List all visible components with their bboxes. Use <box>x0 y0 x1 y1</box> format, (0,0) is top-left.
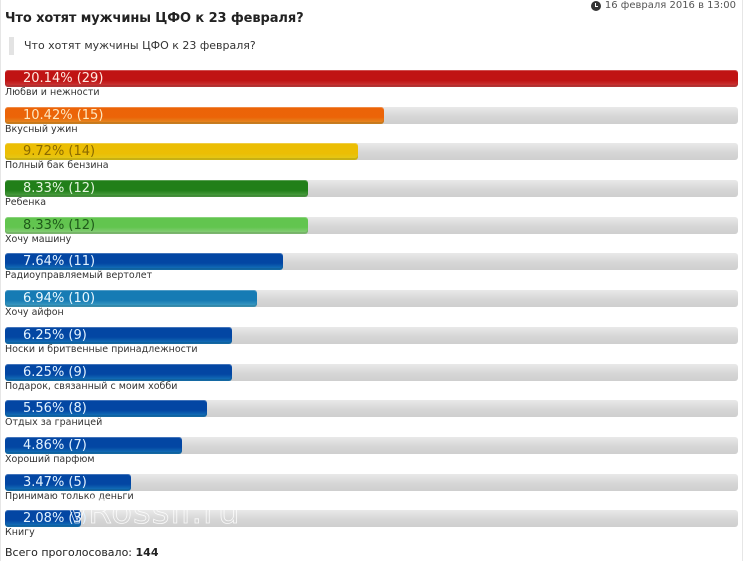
total-votes: Всего проголосовало: 144 <box>5 546 158 559</box>
option-label: Полный бак бензина <box>5 160 109 172</box>
poll-option: 8.33% (12) Ребенка <box>5 180 738 217</box>
result-bar-track: 9.72% (14) <box>5 143 738 161</box>
result-bar-track: 10.42% (15) <box>5 106 738 124</box>
result-bar-fill <box>5 473 131 491</box>
poll-option: 6.94% (10) Хочу айфон <box>5 290 738 327</box>
result-bar-track: 8.33% (12) <box>5 216 738 234</box>
result-percent: 10.42% (15) <box>23 107 104 123</box>
poll-option: 7.64% (11) Радиоуправляемый вертолет <box>5 253 738 290</box>
poll-option: 9.72% (14) Полный бак бензина <box>5 143 738 180</box>
option-label: Принимаю только деньги <box>5 490 134 502</box>
option-label: Книгу <box>5 527 35 539</box>
publish-date: 16 февраля 2016 в 13:00 <box>590 0 736 11</box>
option-label: Хочу машину <box>5 233 72 245</box>
option-label: Вкусный ужин <box>5 123 78 135</box>
result-percent: 8.33% (12) <box>23 181 96 197</box>
option-label: Ребенка <box>5 197 47 209</box>
poll-option: 3.47% (5) Принимаю только деньги <box>5 473 738 511</box>
option-label: Любви и нежности <box>5 87 100 98</box>
option-label: Хороший парфюм <box>5 453 95 465</box>
poll-option: 2.08% (3) Книгу <box>5 510 738 547</box>
result-percent: 7.64% (11) <box>23 254 96 270</box>
poll-option: 5.56% (8) Отдых за границей <box>5 400 738 437</box>
result-bar-track: 3.47% (5) <box>5 473 738 491</box>
total-votes-label: Всего проголосовало: <box>5 546 133 559</box>
option-label: Хочу айфон <box>5 307 64 319</box>
result-bar-track: 20.14% (29) <box>5 70 738 87</box>
result-bar-track: 8.33% (12) <box>5 180 738 198</box>
option-label: Подарок, связанный с моим хобби <box>5 380 178 392</box>
poll-title: Что хотят мужчины ЦФО к 23 февраля? <box>5 11 304 26</box>
result-bar-fill <box>5 510 81 528</box>
poll-option: 10.42% (15) Вкусный ужин <box>5 106 738 144</box>
poll-results: 20.14% (29) Любви и нежности 10.42% (15) Вк… <box>5 70 738 547</box>
result-percent: 4.86% (7) <box>23 437 87 453</box>
result-percent: 5.56% (8) <box>23 401 87 417</box>
option-label: Носки и бритвенные принадлежности <box>5 343 198 355</box>
result-bar-track: 7.64% (11) <box>5 253 738 271</box>
result-bar-fill <box>5 326 232 344</box>
result-percent: 2.08% (3) <box>23 511 87 527</box>
poll-option: 4.86% (7) Хороший парфюм <box>5 436 738 474</box>
option-label: Радиоуправляемый вертолет <box>5 270 153 282</box>
result-percent: 6.25% (9) <box>23 327 87 343</box>
result-percent: 9.72% (14) <box>23 144 96 160</box>
clock-icon <box>590 0 601 11</box>
result-bar-fill <box>5 216 308 234</box>
publish-date-text: 16 февраля 2016 в 13:00 <box>604 0 736 11</box>
result-bar-track: 5.56% (8) <box>5 400 738 418</box>
result-bar-track: 4.86% (7) <box>5 436 738 454</box>
result-bar-track: 6.94% (10) <box>5 290 738 308</box>
result-bar-track: 6.25% (9) <box>5 326 738 344</box>
total-votes-value: 144 <box>135 546 159 559</box>
result-bar-track: 2.08% (3) <box>5 510 738 528</box>
result-bar-fill <box>5 106 384 124</box>
result-bar-fill <box>5 436 182 454</box>
result-percent: 3.47% (5) <box>23 474 87 490</box>
poll-option: 8.33% (12) Хочу машину <box>5 216 738 254</box>
result-bar-fill <box>5 253 283 271</box>
poll-question: Что хотят мужчины ЦФО к 23 февраля? <box>9 37 256 55</box>
option-label: Отдых за границей <box>5 417 103 429</box>
poll-option: 6.25% (9) Носки и бритвенные принадлежнос… <box>5 326 738 364</box>
result-percent: 8.33% (12) <box>23 217 96 233</box>
result-bar-fill <box>5 400 207 418</box>
result-bar-track: 6.25% (9) <box>5 363 738 381</box>
poll-option: 6.25% (9) Подарок, связанный с моим хобби <box>5 363 738 401</box>
result-bar-fill <box>5 180 308 198</box>
result-percent: 6.94% (10) <box>23 291 96 307</box>
result-percent: 6.25% (9) <box>23 364 87 380</box>
result-bar-fill <box>5 363 232 381</box>
result-bar-fill <box>5 70 738 87</box>
poll-option: 20.14% (29) Любви и нежности <box>5 70 738 107</box>
result-bar-fill <box>5 290 257 308</box>
result-bar-fill <box>5 143 358 161</box>
result-percent: 20.14% (29) <box>23 71 104 86</box>
